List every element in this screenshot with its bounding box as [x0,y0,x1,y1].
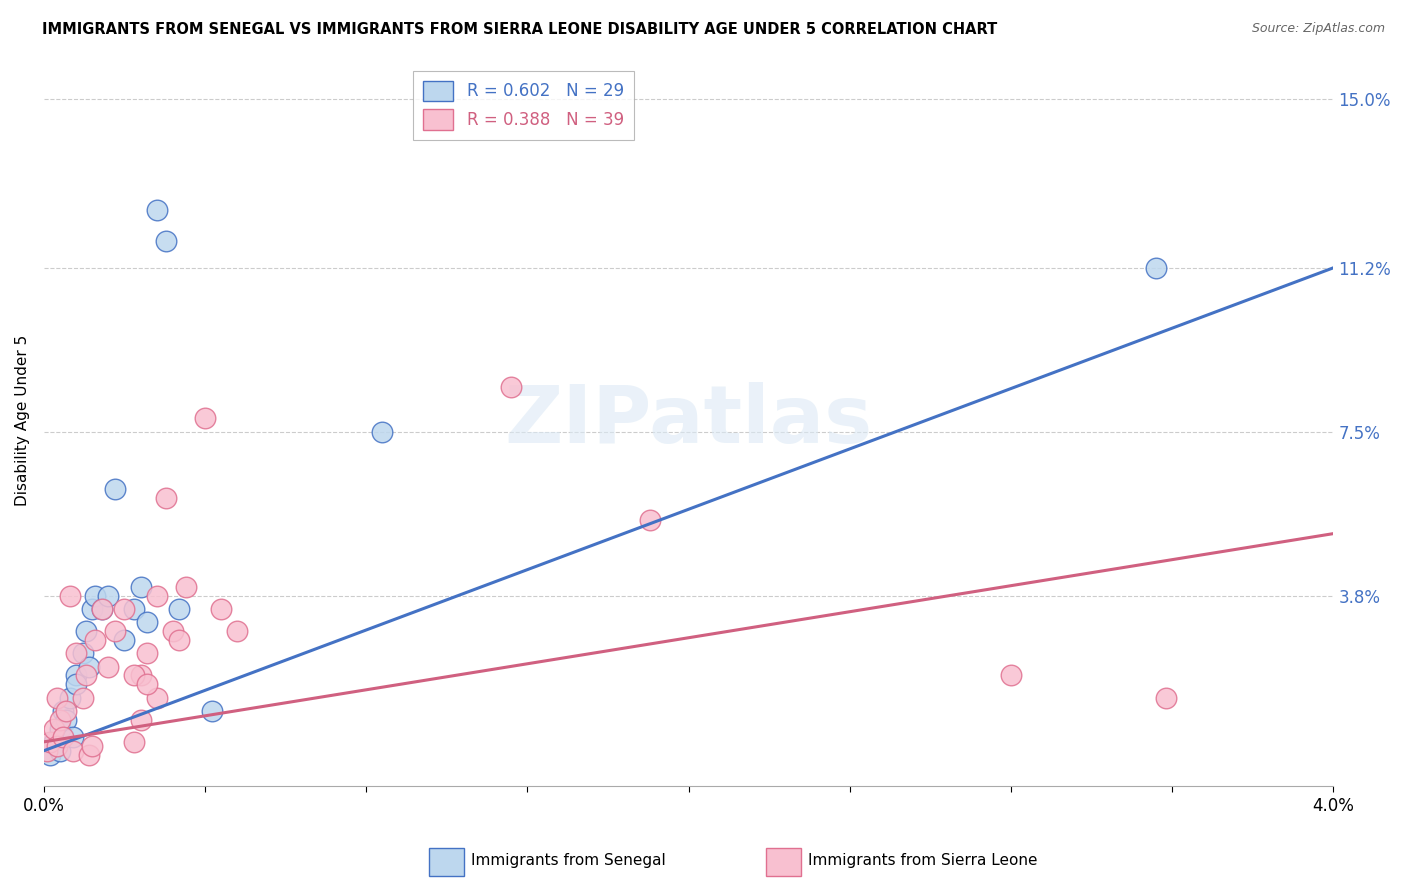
Point [49,722,72,736]
Point [49,744,72,758]
Point [114,632,136,647]
Point [122,602,145,616]
Point [42,722,65,736]
Point [1154,690,1177,705]
Point [52,731,75,745]
Point [72,646,94,660]
Point [129,580,152,594]
Point [136,615,159,630]
Point [194,411,217,425]
Point [104,624,127,638]
Point [226,624,249,638]
Point [84,632,107,647]
Point [501,380,523,394]
FancyBboxPatch shape [766,848,801,876]
Point [42,735,65,749]
Point [49,713,72,727]
Point [1144,260,1167,275]
Point [169,632,191,647]
Point [97,589,120,603]
FancyBboxPatch shape [429,848,464,876]
Point [82,739,104,754]
Point [72,690,94,705]
Text: Immigrants from Sierra Leone: Immigrants from Sierra Leone [808,854,1038,868]
Point [59,589,82,603]
Point [65,668,87,682]
Point [122,668,145,682]
Point [145,690,167,705]
Point [55,704,77,718]
Point [90,602,112,616]
Point [145,203,167,218]
Point [162,624,184,638]
Point [37,744,59,758]
Point [145,589,167,603]
Y-axis label: Disability Age Under 5: Disability Age Under 5 [15,335,30,507]
Point [39,748,62,763]
Point [97,659,120,673]
Point [65,677,87,691]
Text: Immigrants from Senegal: Immigrants from Senegal [471,854,666,868]
Point [155,491,177,505]
Point [39,735,62,749]
Point [1000,668,1022,682]
Point [129,713,152,727]
Legend: R = 0.602   N = 29, R = 0.388   N = 39: R = 0.602 N = 29, R = 0.388 N = 39 [413,70,634,140]
Point [136,677,159,691]
Point [371,425,394,439]
Point [82,602,104,616]
Point [75,624,97,638]
Point [62,731,84,745]
Point [45,690,67,705]
Text: ZIPatlas: ZIPatlas [505,382,873,459]
Point [104,483,127,497]
Point [59,690,82,705]
Point [638,513,661,527]
Point [122,735,145,749]
Point [77,748,100,763]
Point [174,580,197,594]
Point [200,704,222,718]
Point [129,668,152,682]
Point [209,602,232,616]
Point [55,713,77,727]
Point [45,739,67,754]
Text: Source: ZipAtlas.com: Source: ZipAtlas.com [1251,22,1385,36]
Point [77,659,100,673]
Point [114,602,136,616]
Point [136,646,159,660]
Point [52,704,75,718]
Point [75,668,97,682]
Point [155,234,177,248]
Point [65,646,87,660]
Point [84,589,107,603]
Point [45,739,67,754]
Point [90,602,112,616]
Text: IMMIGRANTS FROM SENEGAL VS IMMIGRANTS FROM SIERRA LEONE DISABILITY AGE UNDER 5 C: IMMIGRANTS FROM SENEGAL VS IMMIGRANTS FR… [42,22,997,37]
Point [62,744,84,758]
Point [169,602,191,616]
